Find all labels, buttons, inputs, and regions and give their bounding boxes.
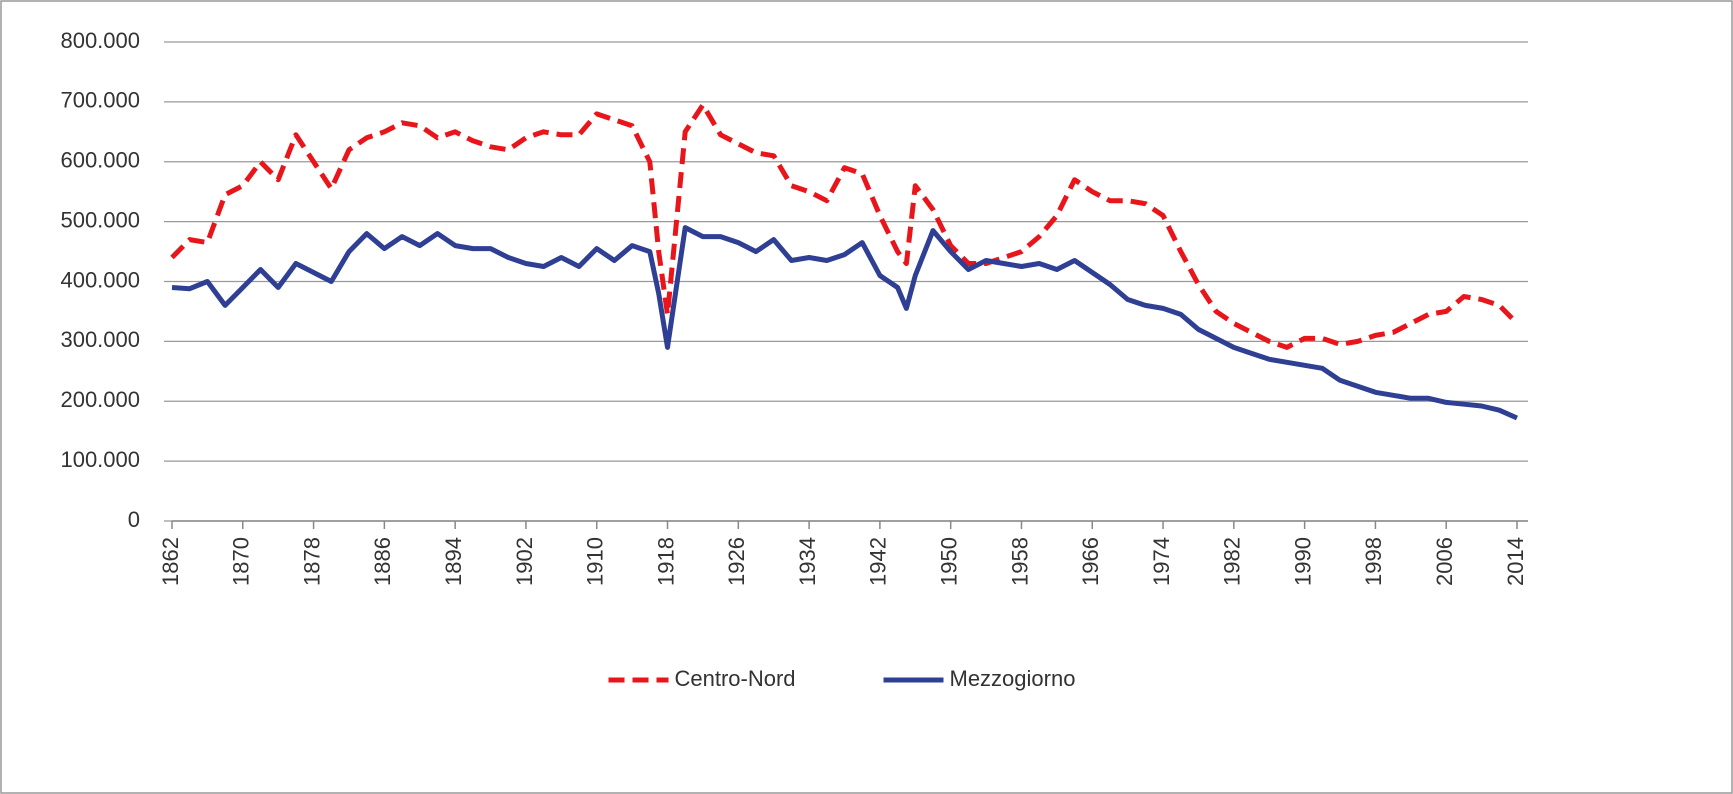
y-tick-label: 500.000 [60, 207, 140, 232]
x-tick-label: 1886 [370, 537, 395, 586]
x-tick-label: 1942 [866, 537, 891, 586]
x-tick-label: 2006 [1432, 537, 1457, 586]
x-tick-label: 1910 [583, 537, 608, 586]
x-tick-label: 1894 [441, 537, 466, 586]
x-tick-label: 1982 [1220, 537, 1245, 586]
legend-label: Mezzogiorno [950, 666, 1076, 691]
series-line [171, 225, 1519, 421]
legend-label: Centro-Nord [675, 666, 796, 691]
x-tick-label: 1926 [724, 537, 749, 586]
y-tick-label: 300.000 [60, 327, 140, 352]
y-tick-label: 400.000 [60, 267, 140, 292]
x-tick-label: 1950 [936, 537, 961, 586]
x-tick-label: 1902 [512, 537, 537, 586]
x-tick-label: 1878 [299, 537, 324, 586]
x-tick-label: 2014 [1503, 537, 1528, 586]
x-tick-label: 1998 [1361, 537, 1386, 586]
x-tick-label: 1958 [1007, 537, 1032, 586]
x-tick-label: 1966 [1078, 537, 1103, 586]
y-tick-label: 800.000 [60, 28, 140, 53]
y-tick-label: 600.000 [60, 148, 140, 173]
x-tick-label: 1990 [1290, 537, 1315, 586]
series-line [170, 102, 1519, 350]
x-tick-label: 1870 [229, 537, 254, 586]
y-tick-label: 200.000 [60, 387, 140, 412]
x-tick-label: 1934 [795, 537, 820, 586]
x-tick-label: 1918 [653, 537, 678, 586]
y-tick-label: 700.000 [60, 88, 140, 113]
y-tick-label: 100.000 [60, 447, 140, 472]
y-tick-label: 0 [128, 507, 140, 532]
x-tick-label: 1974 [1149, 537, 1174, 586]
x-tick-label: 1862 [158, 537, 183, 586]
